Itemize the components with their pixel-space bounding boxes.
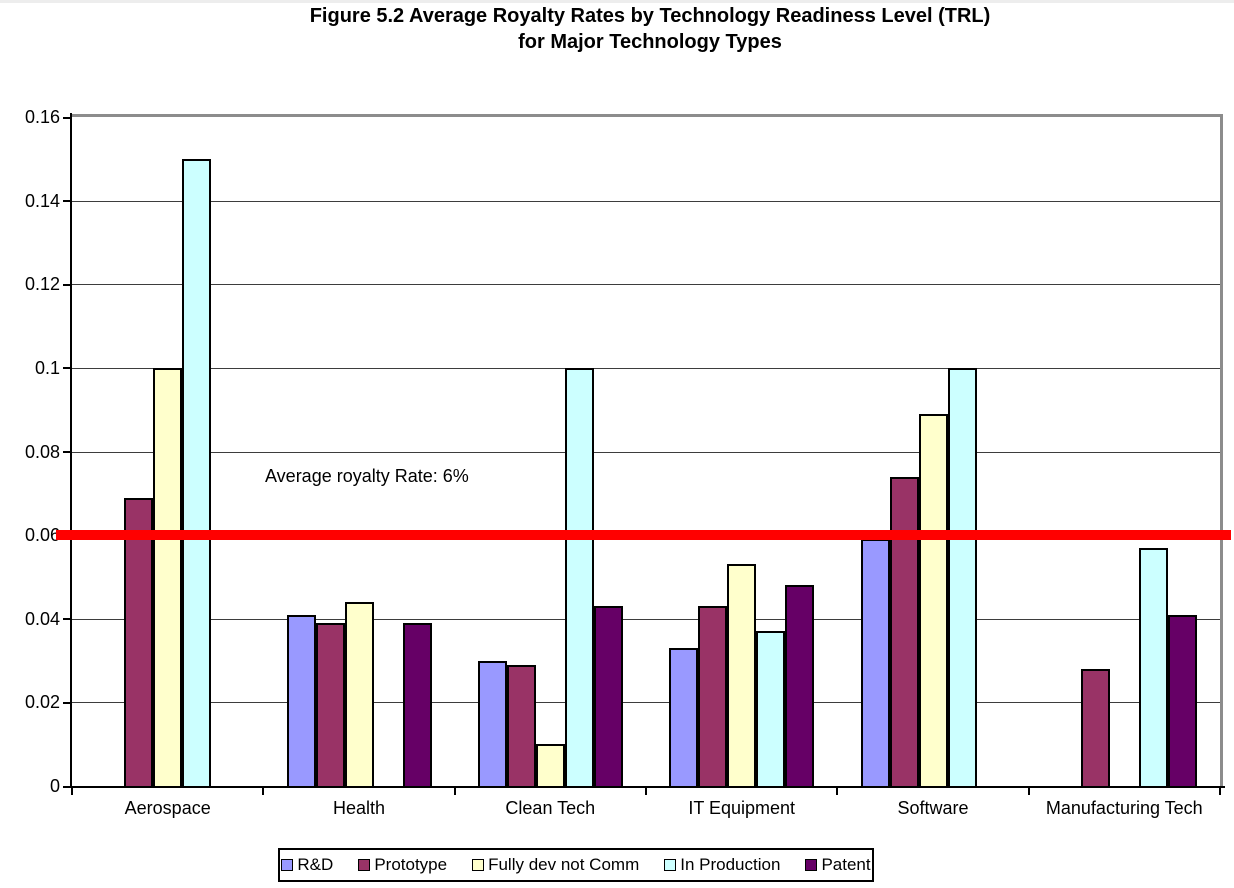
average-royalty-reference-line <box>56 530 1231 541</box>
gridline <box>72 284 1220 286</box>
y-axis-tick-label: 0.04 <box>24 608 60 629</box>
bar-software-fully-dev-not-comm <box>918 413 948 788</box>
legend-item-prototype: Prototype <box>358 855 447 875</box>
x-tick-mark <box>645 788 647 795</box>
gridline <box>72 200 1220 202</box>
y-tick-mark <box>63 367 71 370</box>
gridline <box>72 367 1220 369</box>
legend-item-r-d: R&D <box>281 855 333 875</box>
bar-clean-tech-r-d <box>477 660 507 788</box>
bar-aerospace-prototype <box>124 497 154 788</box>
bar-clean-tech-in-production <box>564 367 594 788</box>
legend-label-patent: Patent <box>821 855 871 874</box>
bar-health-r-d <box>286 614 316 788</box>
x-axis-label-clean-tech: Clean Tech <box>505 798 596 818</box>
bar-clean-tech-fully-dev-not-comm <box>535 744 565 788</box>
x-tick-mark <box>1027 788 1030 795</box>
bar-it-equipment-patent <box>785 585 815 788</box>
y-tick-mark <box>63 618 71 621</box>
legend-label-in-production: In Production <box>680 855 781 874</box>
legend-item-patent: Patent <box>805 855 871 875</box>
y-tick-mark <box>63 785 71 788</box>
legend-item-in-production: In Production <box>664 855 780 875</box>
bar-clean-tech-prototype <box>506 664 536 788</box>
y-axis-tick-label: 0.16 <box>24 107 60 127</box>
legend-item-fully-dev-not-comm: Fully dev not Comm <box>472 855 639 875</box>
bar-aerospace-fully-dev-not-comm <box>153 367 183 788</box>
x-tick-mark <box>453 788 456 795</box>
bar-manufacturing-tech-patent <box>1167 614 1197 788</box>
y-axis-tick-label: 0 <box>49 776 60 796</box>
bar-health-prototype <box>315 622 345 788</box>
plot-top-border <box>72 114 1223 117</box>
x-tick-mark <box>836 788 839 795</box>
legend-label-r-d: R&D <box>297 855 334 874</box>
y-tick-mark <box>63 200 71 203</box>
y-tick-mark <box>63 116 71 119</box>
y-axis-tick-label: 0.08 <box>24 441 60 462</box>
bar-software-in-production <box>947 367 977 788</box>
gridline <box>72 451 1220 453</box>
chart-title: Figure 5.2 Average Royalty Rates by Tech… <box>66 3 1234 55</box>
bar-health-fully-dev-not-comm <box>344 602 374 788</box>
bar-aerospace-in-production <box>182 158 212 788</box>
y-axis-tick-label: 0.12 <box>24 274 60 295</box>
bar-manufacturing-tech-in-production <box>1138 547 1168 788</box>
bar-it-equipment-fully-dev-not-comm <box>727 564 757 788</box>
bar-software-r-d <box>860 539 890 788</box>
chart-title-line1: Figure 5.2 Average Royalty Rates by Tech… <box>309 5 991 27</box>
legend-marker-in-production <box>664 859 677 871</box>
x-axis-line <box>70 786 1225 788</box>
bar-clean-tech-patent <box>593 606 623 788</box>
y-axis-tick-label: 0.06 <box>24 525 60 546</box>
bar-software-prototype <box>889 476 919 788</box>
bar-it-equipment-in-production <box>756 631 786 788</box>
legend-label-fully-dev-not-comm: Fully dev not Comm <box>488 855 640 874</box>
legend-marker-patent <box>805 859 818 871</box>
legend-marker-fully-dev-not-comm <box>472 859 485 871</box>
bar-health-patent <box>402 622 432 788</box>
gridline <box>72 702 1220 704</box>
plot-right-border <box>1220 114 1223 786</box>
x-axis-label-software: Software <box>897 798 969 818</box>
y-tick-mark <box>63 701 71 704</box>
legend-marker-prototype <box>358 859 371 871</box>
bar-it-equipment-r-d <box>669 648 699 788</box>
x-tick-mark <box>1219 788 1221 795</box>
x-axis-label-it-equipment: IT Equipment <box>688 798 796 818</box>
y-tick-mark <box>63 283 71 286</box>
legend-label-prototype: Prototype <box>374 855 448 874</box>
x-tick-mark <box>71 788 73 795</box>
legend: R&D Prototype Fully dev not Comm In Product… <box>278 848 874 882</box>
window-top-edge <box>0 0 1234 3</box>
x-axis-label-aerospace: Aerospace <box>124 798 211 818</box>
bar-it-equipment-prototype <box>698 606 728 788</box>
y-tick-mark <box>63 451 71 453</box>
x-axis-label-manufacturing-tech: Manufacturing Tech <box>1045 798 1203 818</box>
chart-title-line2: for Major Technology Types <box>518 31 782 53</box>
x-tick-mark <box>262 788 265 795</box>
y-axis-line <box>70 113 72 788</box>
y-axis-tick-label: 0.14 <box>24 190 60 211</box>
y-axis-tick-label: 0.1 <box>34 357 60 378</box>
y-axis-tick-label: 0.02 <box>24 692 60 713</box>
reference-line-annotation: Average royalty Rate: 6% <box>265 466 469 486</box>
gridline <box>72 618 1220 620</box>
x-axis-label-health: Health <box>332 798 386 818</box>
bar-manufacturing-tech-prototype <box>1080 668 1110 788</box>
legend-marker-r-d <box>281 859 294 871</box>
